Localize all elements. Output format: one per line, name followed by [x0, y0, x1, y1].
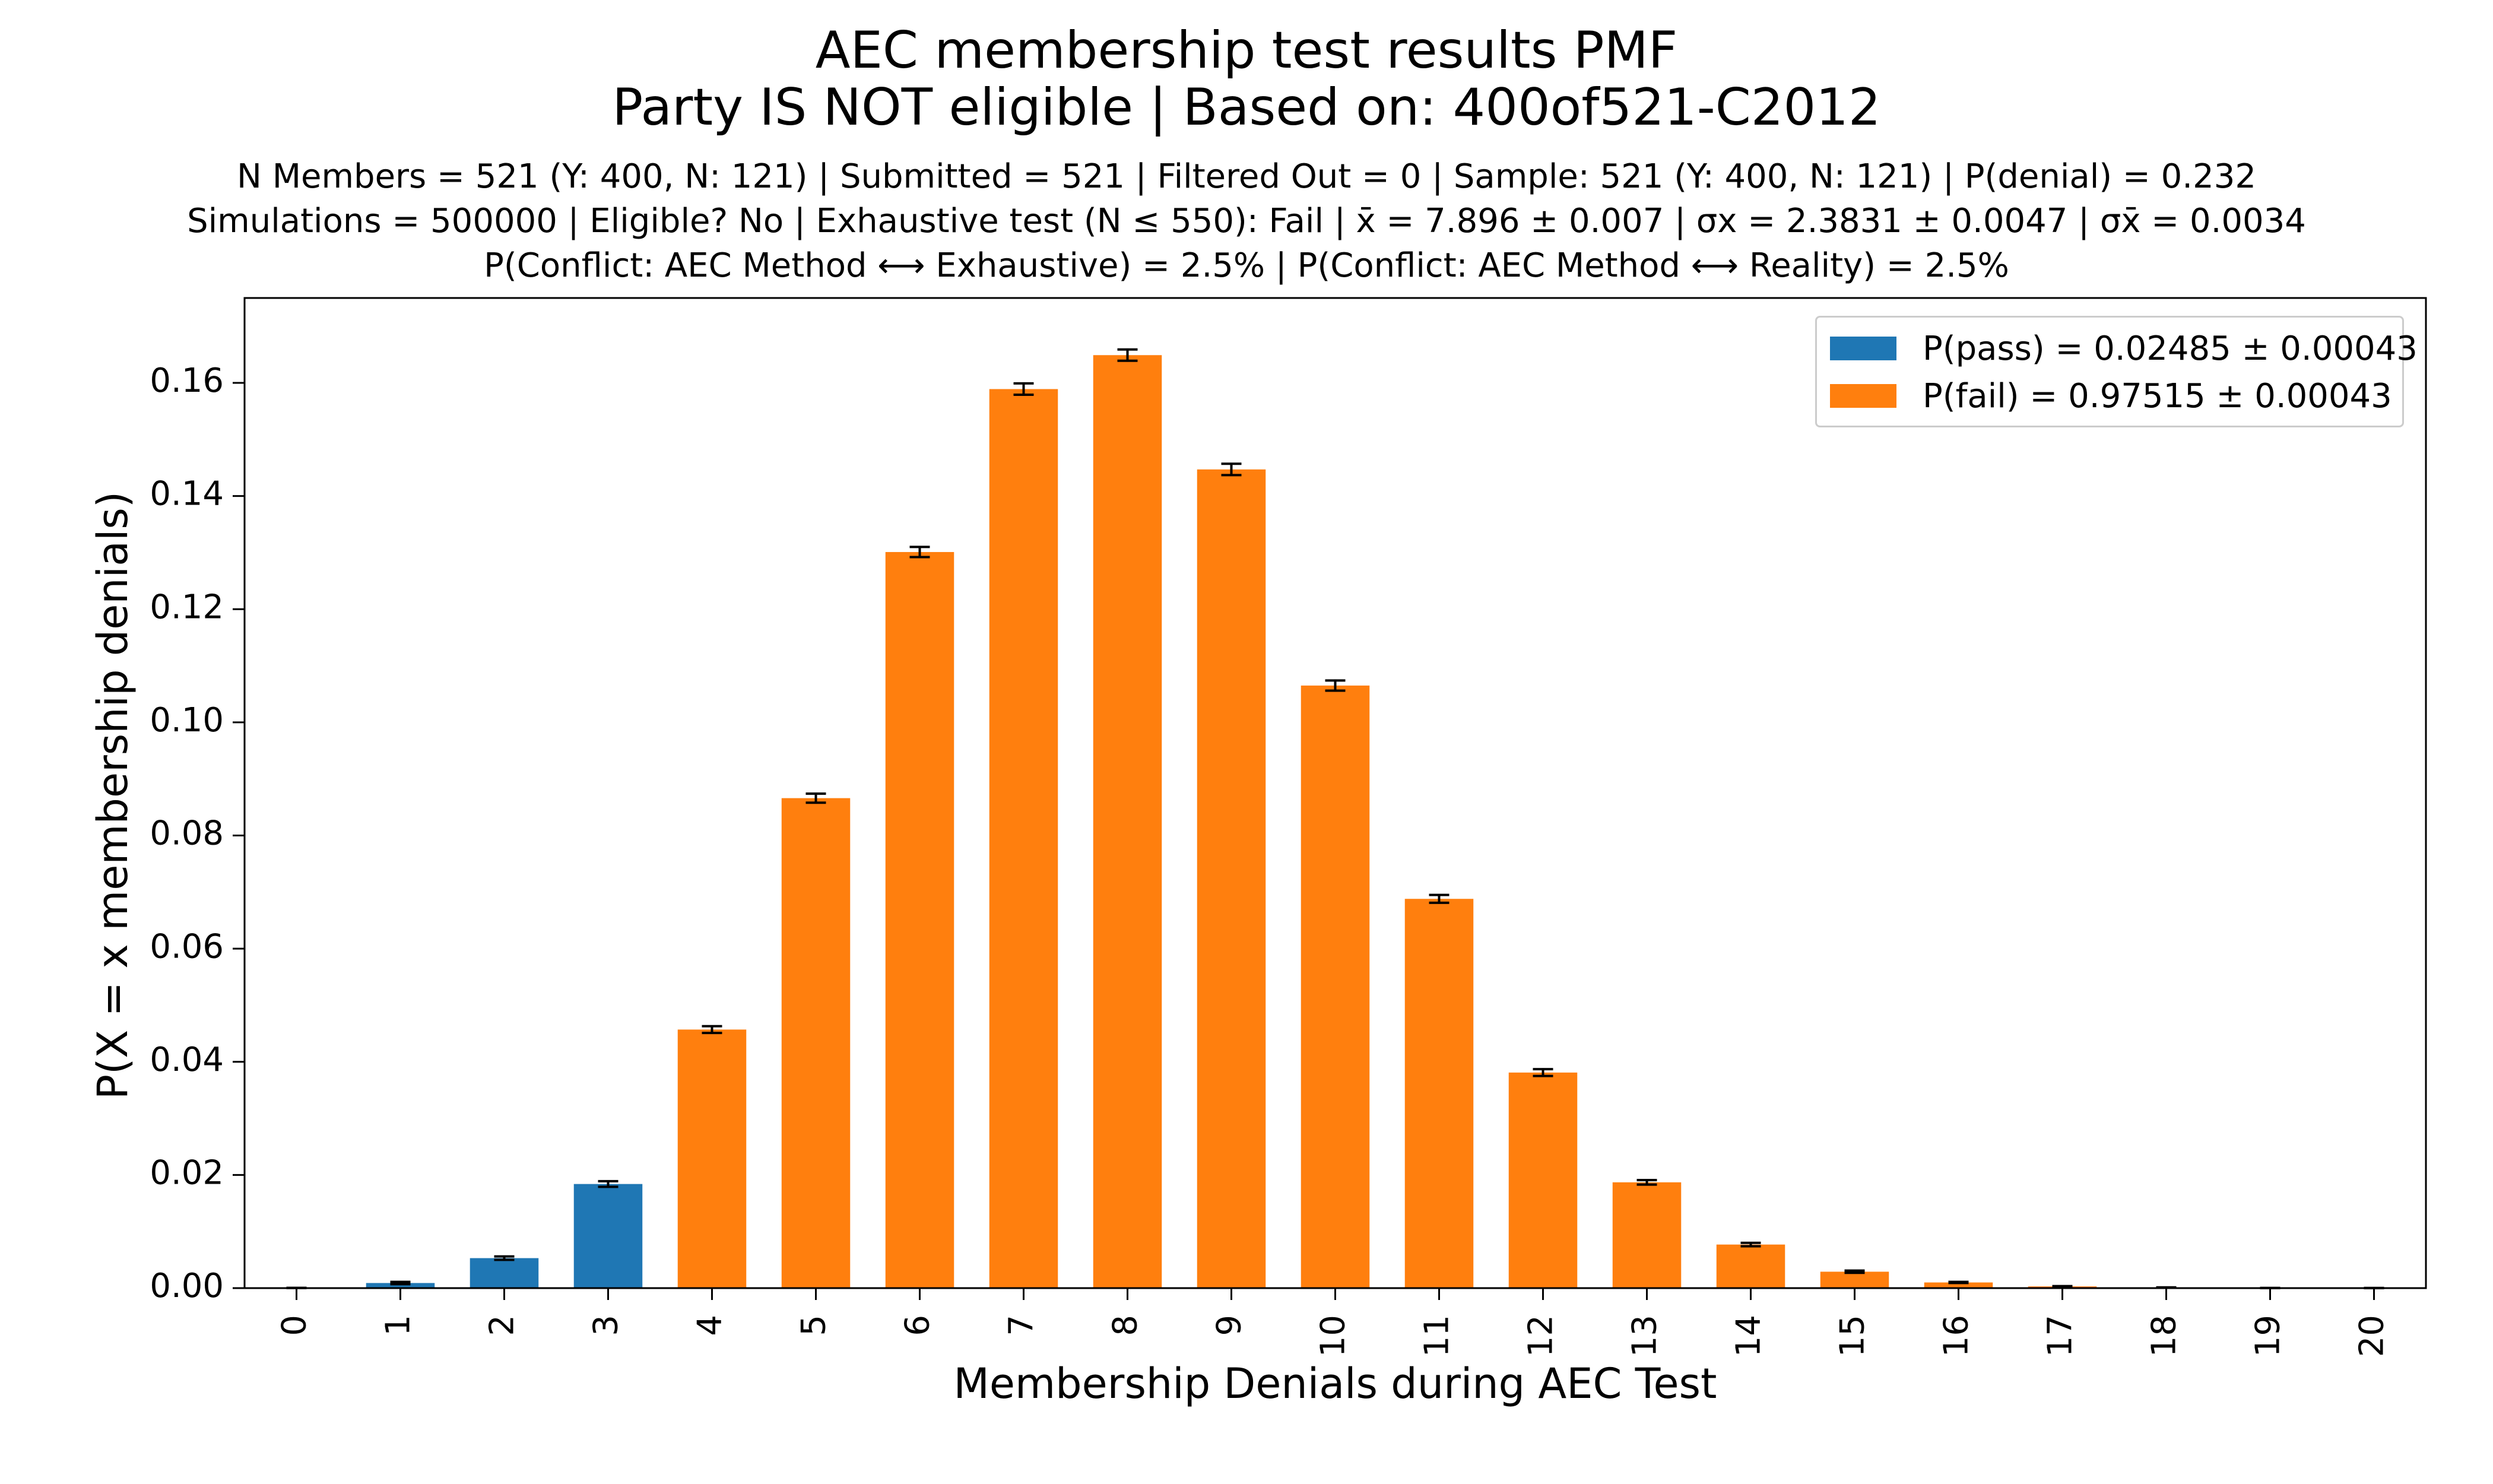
x-tick-label-14: 14: [1730, 1315, 1768, 1357]
chart-legend: P(pass) = 0.02485 ± 0.00043 P(fail) = 0.…: [1815, 316, 2418, 427]
y-tick-label-0.04: 0.04: [150, 1041, 224, 1079]
legend-swatch-pass: [1830, 337, 1896, 360]
bar-15: [1820, 1271, 1889, 1288]
y-tick-label-0.00: 0.00: [150, 1267, 224, 1305]
y-tick-label-0.02: 0.02: [150, 1154, 224, 1193]
bar-3: [573, 1184, 643, 1288]
x-tick-label-0: 0: [275, 1315, 314, 1336]
y-tick-label-0.06: 0.06: [150, 927, 224, 966]
legend-swatch-fail: [1830, 384, 1896, 408]
x-tick-label-10: 10: [1314, 1315, 1353, 1357]
x-tick-label-16: 16: [1937, 1315, 1976, 1357]
bar-10: [1301, 685, 1370, 1288]
bar-16: [1924, 1282, 1993, 1288]
x-tick-label-4: 4: [691, 1315, 729, 1336]
legend-label-pass: P(pass) = 0.02485 ± 0.00043: [1923, 329, 2418, 368]
bar-5: [781, 798, 851, 1288]
bar-6: [885, 551, 954, 1288]
y-tick-label-0.14: 0.14: [150, 475, 224, 513]
x-tick-label-18: 18: [2145, 1315, 2184, 1357]
x-tick-label-7: 7: [1003, 1315, 1041, 1336]
legend-entry-pass: P(pass) = 0.02485 ± 0.00043: [1830, 329, 2418, 368]
x-tick-label-1: 1: [379, 1315, 418, 1336]
x-tick-label-20: 20: [2353, 1315, 2391, 1357]
x-tick-label-9: 9: [1210, 1315, 1249, 1336]
x-tick-label-5: 5: [795, 1315, 833, 1336]
x-tick-label-17: 17: [2041, 1315, 2080, 1357]
chart-title-line2: Party IS NOT eligible | Based on: 400of5…: [612, 78, 1881, 137]
chart-subtitle-line1: N Members = 521 (Y: 400, N: 121) | Submi…: [237, 157, 2256, 196]
chart-subtitle-line3: P(Conflict: AEC Method ⟷ Exhaustive) = 2…: [484, 246, 2009, 285]
bar-8: [1093, 355, 1162, 1288]
x-tick-label-12: 12: [1522, 1315, 1560, 1357]
x-tick-label-13: 13: [1626, 1315, 1664, 1357]
chart-subtitle-line2: Simulations = 500000 | Eligible? No | Ex…: [187, 202, 2306, 240]
x-tick-label-11: 11: [1418, 1315, 1457, 1357]
y-tick-label-0.10: 0.10: [150, 701, 224, 740]
x-tick-label-15: 15: [1834, 1315, 1872, 1357]
bar-4: [677, 1029, 747, 1288]
x-tick-label-8: 8: [1106, 1315, 1145, 1336]
legend-entry-fail: P(fail) = 0.97515 ± 0.00043: [1830, 376, 2392, 416]
y-tick-label-0.16: 0.16: [150, 362, 224, 400]
bar-14: [1716, 1244, 1785, 1288]
x-tick-label-6: 6: [899, 1315, 937, 1336]
y-axis-label: P(X = x membership denials): [88, 491, 137, 1100]
y-tick-label-0.08: 0.08: [150, 814, 224, 853]
bar-9: [1197, 469, 1266, 1289]
bar-12: [1508, 1072, 1578, 1288]
x-axis-label: Membership Denials during AEC Test: [953, 1359, 1717, 1408]
x-tick-label-2: 2: [483, 1315, 522, 1336]
bar-11: [1404, 899, 1474, 1288]
legend-label-fail: P(fail) = 0.97515 ± 0.00043: [1923, 376, 2392, 416]
y-tick-label-0.12: 0.12: [150, 588, 224, 626]
x-tick-label-3: 3: [587, 1315, 626, 1336]
bar-7: [989, 389, 1058, 1288]
x-tick-label-19: 19: [2249, 1315, 2288, 1357]
bar-13: [1612, 1182, 1682, 1288]
bar-2: [470, 1258, 539, 1288]
bar-1: [366, 1283, 435, 1288]
chart-title-line1: AEC membership test results PMF: [815, 21, 1678, 80]
plot-frame: [243, 297, 2427, 1289]
